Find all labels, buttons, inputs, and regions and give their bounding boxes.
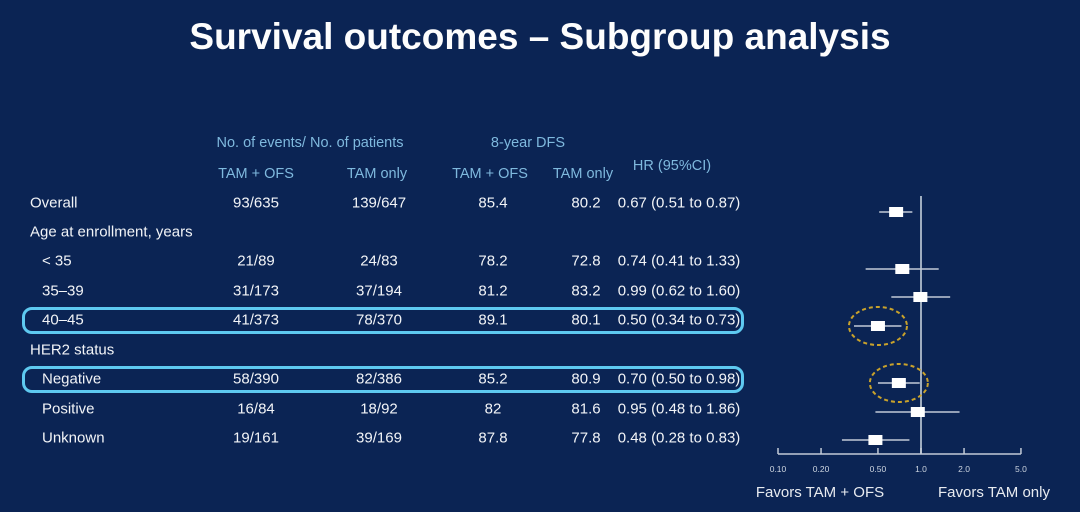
cell-events-tam-only: 24/83: [360, 252, 398, 270]
hr-marker: [910, 407, 925, 417]
cell-label: Overall: [30, 194, 78, 212]
axis-tick-label: 0.10: [770, 464, 787, 474]
cell-events-tam-ofs: 19/161: [233, 429, 279, 447]
cell-events-tam-only: 37/194: [356, 282, 402, 299]
cell-hr: 0.99 (0.62 to 1.60): [617, 282, 741, 299]
hr-marker: [891, 378, 906, 388]
cell-hr: 0.74 (0.41 to 1.33): [617, 252, 741, 270]
cell-label: HER2 status: [30, 341, 115, 358]
header-8-year-dfs: 8-year DFS: [490, 135, 566, 151]
table-row: 35–39 31/173 37/194 81.2 83.2 0.99 (0.62 to 1…: [22, 277, 744, 304]
cell-dfs-tam-ofs: 78.2: [478, 252, 508, 270]
cell-label: 35–39: [42, 282, 84, 299]
cell-label: Positive: [42, 400, 95, 417]
table-row: Unknown 19/161 39/169 87.8 77.8 0.48 (0.28 to…: [22, 425, 744, 452]
cell-dfs-tam-ofs: 85.4: [478, 194, 508, 212]
page-title: Survival outcomes – Subgroup analysis: [189, 16, 891, 57]
cell-label: Unknown: [42, 429, 105, 447]
cell-dfs-tam-only: 80.9: [571, 370, 601, 388]
cell-dfs-tam-ofs: 85.2: [478, 370, 508, 388]
cell-dfs-tam-ofs: 82: [484, 400, 502, 417]
header-no-of-events-patients: No. of events/ No. of patients: [216, 135, 404, 151]
cell-events-tam-ofs: 21/89: [237, 252, 275, 270]
header-events-tam-only: TAM only: [346, 166, 408, 182]
table-section-row: HER2 status: [22, 336, 744, 363]
cell-events-tam-only: 78/370: [356, 311, 402, 329]
highlight-ellipse: [868, 363, 929, 403]
table-row: Negative 58/390 82/386 85.2 80.9 0.70 (0.50 t…: [22, 365, 744, 393]
header-events-tam-ofs: TAM + OFS: [218, 166, 294, 182]
cell-label: < 35: [42, 252, 72, 270]
cell-dfs-tam-only: 80.1: [571, 311, 601, 329]
cell-events-tam-ofs: 58/390: [233, 370, 279, 388]
cell-events-tam-ofs: 31/173: [233, 282, 279, 299]
cell-hr: 0.48 (0.28 to 0.83): [617, 429, 741, 447]
axis-tick-label: 1.0: [915, 464, 927, 474]
cell-events-tam-only: 18/92: [360, 400, 398, 417]
favors-tam-ofs-label: Favors TAM + OFS: [755, 484, 885, 501]
axis-tick-label: 2.0: [958, 464, 970, 474]
cell-dfs-tam-ofs: 89.1: [478, 311, 508, 329]
cell-dfs-tam-only: 72.8: [571, 252, 601, 270]
cell-events-tam-only: 139/647: [351, 194, 407, 212]
cell-label: Negative: [42, 370, 102, 388]
cell-hr: 0.95 (0.48 to 1.86): [617, 400, 741, 417]
table-row: 40–45 41/373 78/370 89.1 80.1 0.50 (0.34 to 0…: [22, 306, 744, 334]
cell-events-tam-only: 82/386: [356, 370, 402, 388]
header-dfs-tam-only: TAM only: [552, 166, 614, 182]
header-dfs-tam-ofs: TAM + OFS: [452, 166, 528, 182]
cell-dfs-tam-only: 81.6: [571, 400, 601, 417]
cell-events-tam-only: 39/169: [356, 429, 402, 447]
table-row: Overall 93/635 139/647 85.4 80.2 0.67 (0.51 t…: [22, 190, 744, 217]
hr-marker: [889, 207, 904, 217]
cell-hr: 0.50 (0.34 to 0.73): [617, 311, 741, 329]
hr-marker: [913, 292, 928, 302]
axis-tick-label: 0.50: [870, 464, 887, 474]
cell-events-tam-ofs: 41/373: [233, 311, 279, 329]
cell-dfs-tam-ofs: 87.8: [478, 429, 508, 447]
hr-marker: [868, 435, 883, 445]
cell-dfs-tam-only: 83.2: [571, 282, 601, 299]
cell-dfs-tam-ofs: 81.2: [478, 282, 508, 299]
table-row: Positive 16/84 18/92 82 81.6 0.95 (0.48 to 1.…: [22, 395, 744, 422]
hr-marker: [870, 321, 885, 331]
cell-events-tam-ofs: 16/84: [237, 400, 275, 417]
cell-dfs-tam-only: 80.2: [571, 194, 601, 212]
cell-label: Age at enrollment, years: [30, 223, 193, 241]
highlight-ellipse: [847, 306, 908, 346]
cell-hr: 0.67 (0.51 to 0.87): [617, 194, 741, 212]
cell-dfs-tam-only: 77.8: [571, 429, 601, 447]
favors-tam-only-label: Favors TAM only: [938, 484, 1050, 501]
cell-events-tam-ofs: 93/635: [233, 194, 279, 212]
header-hr-95ci: HR (95%CI): [632, 158, 712, 174]
table-section-row: Age at enrollment, years: [22, 219, 744, 246]
axis-tick-label: 0.20: [813, 464, 830, 474]
cell-label: 40–45: [42, 311, 84, 329]
axis-tick-label: 5.0: [1015, 464, 1027, 474]
cell-hr: 0.70 (0.50 to 0.98): [617, 370, 741, 388]
hr-marker: [895, 264, 910, 274]
table-row: < 35 21/89 24/83 78.2 72.8 0.74 (0.41 to 1.33…: [22, 248, 744, 275]
